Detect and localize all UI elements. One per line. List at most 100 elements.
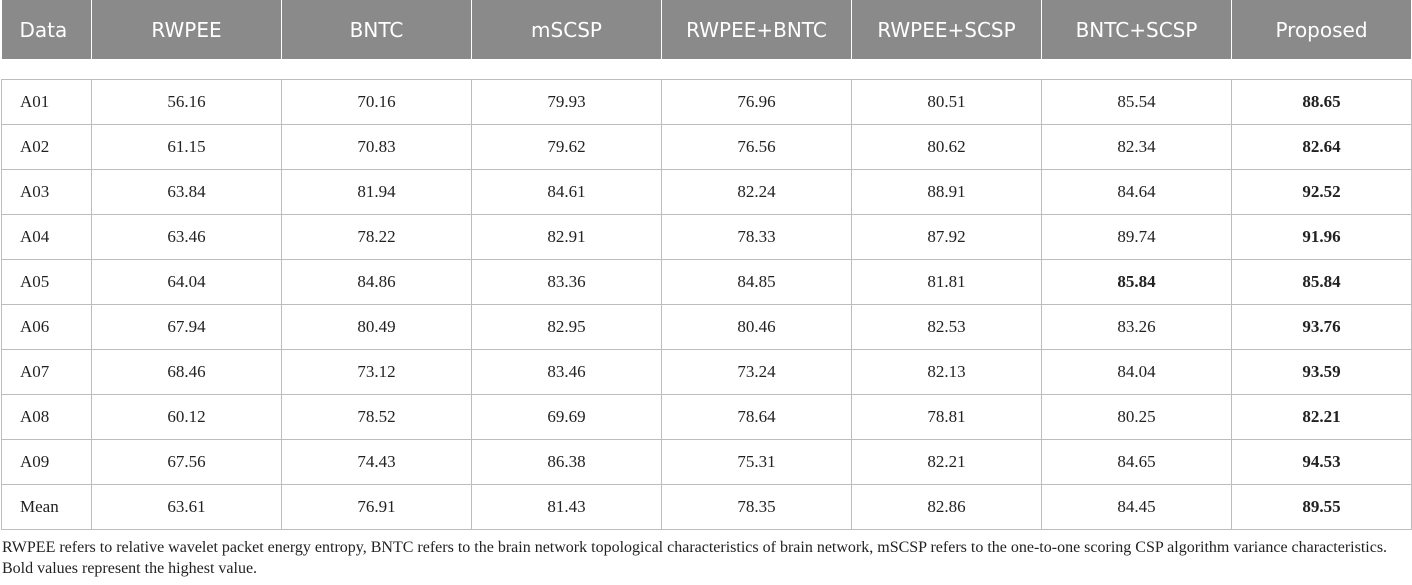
footnote: Bold values represent the highest value. [2,560,258,577]
cell: 73.12 [281,349,472,395]
row-label: A09 [1,439,92,485]
cell: 89.55 [1231,484,1412,530]
cell: 87.92 [851,214,1042,260]
table-row: A06 67.94 80.49 82.95 80.46 82.53 83.26 93.76 [1,304,1412,350]
header-cell: Proposed [1231,0,1412,59]
cell: 88.65 [1231,79,1412,125]
row-label: A07 [1,349,92,395]
table-row: A02 61.15 70.83 79.62 76.56 80.62 82.34 82.64 [1,124,1412,170]
table-row: A07 68.46 73.12 83.46 73.24 82.13 84.04 93.59 [1,349,1412,395]
cell: 60.12 [91,394,282,440]
cell: 85.84 [1231,259,1412,305]
row-label: A04 [1,214,92,260]
cell: 74.43 [281,439,472,485]
cell: 85.54 [1041,79,1232,125]
cell: 76.56 [661,124,852,170]
cell: 56.16 [91,79,282,125]
cell: 82.21 [1231,394,1412,440]
header-cell: BNTC [281,0,472,59]
spacer [2,59,1412,80]
cell: 80.51 [851,79,1042,125]
results-table: Data RWPEE BNTC mSCSP RWPEE+BNTC RWPEE+SCSP BN… [1,0,1412,530]
cell: 83.46 [471,349,662,395]
cell: 70.83 [281,124,472,170]
table-row: A09 67.56 74.43 86.38 75.31 82.21 84.65 94.53 [1,439,1412,485]
cell: 80.25 [1041,394,1232,440]
cell: 70.16 [281,79,472,125]
cell: 81.81 [851,259,1042,305]
cell: 84.61 [471,169,662,215]
cell: 91.96 [1231,214,1412,260]
header-cell: BNTC+SCSP [1041,0,1232,59]
cell: 76.91 [281,484,472,530]
table-row: A01 56.16 70.16 79.93 76.96 80.51 85.54 88.65 [1,79,1412,125]
cell: 82.91 [471,214,662,260]
cell: 82.21 [851,439,1042,485]
cell: 93.59 [1231,349,1412,395]
cell: 80.49 [281,304,472,350]
cell: 84.85 [661,259,852,305]
row-label: A06 [1,304,92,350]
row-label: A08 [1,394,92,440]
header-cell: RWPEE [91,0,282,59]
cell: 67.94 [91,304,282,350]
cell: 92.52 [1231,169,1412,215]
table-header: Data RWPEE BNTC mSCSP RWPEE+BNTC RWPEE+SCSP BN… [1,0,1412,59]
cell: 84.45 [1041,484,1232,530]
cell: 85.84 [1041,259,1232,305]
cell: 82.13 [851,349,1042,395]
cell: 68.46 [91,349,282,395]
footnote: RWPEE refers to relative wavelet packet … [2,539,1388,556]
cell: 84.86 [281,259,472,305]
row-label: A01 [1,79,92,125]
cell: 78.52 [281,394,472,440]
footnotes: RWPEE refers to relative wavelet packet … [0,530,1412,579]
cell: 89.74 [1041,214,1232,260]
cell: 63.84 [91,169,282,215]
cell: 78.22 [281,214,472,260]
header-cell: RWPEE+BNTC [661,0,852,59]
cell: 79.62 [471,124,662,170]
cell: 80.46 [661,304,852,350]
cell: 94.53 [1231,439,1412,485]
header-cell: mSCSP [471,0,662,59]
row-label: A02 [1,124,92,170]
cell: 63.61 [91,484,282,530]
cell: 64.04 [91,259,282,305]
cell: 79.93 [471,79,662,125]
cell: 75.31 [661,439,852,485]
cell: 82.95 [471,304,662,350]
spacer-cell [2,59,1412,80]
cell: 84.64 [1041,169,1232,215]
row-label: A03 [1,169,92,215]
table-row: A03 63.84 81.94 84.61 82.24 88.91 84.64 92.52 [1,169,1412,215]
cell: 78.64 [661,394,852,440]
cell: 83.26 [1041,304,1232,350]
cell: 61.15 [91,124,282,170]
cell: 88.91 [851,169,1042,215]
cell: 78.81 [851,394,1042,440]
cell: 78.33 [661,214,852,260]
row-label: A05 [1,259,92,305]
cell: 82.24 [661,169,852,215]
cell: 84.65 [1041,439,1232,485]
cell: 76.96 [661,79,852,125]
header-cell: RWPEE+SCSP [851,0,1042,59]
cell: 63.46 [91,214,282,260]
table-row: A05 64.04 84.86 83.36 84.85 81.81 85.84 85.84 [1,259,1412,305]
cell: 80.62 [851,124,1042,170]
cell: 78.35 [661,484,852,530]
cell: 86.38 [471,439,662,485]
cell: 93.76 [1231,304,1412,350]
cell: 81.43 [471,484,662,530]
table-row: A08 60.12 78.52 69.69 78.64 78.81 80.25 82.21 [1,394,1412,440]
cell: 81.94 [281,169,472,215]
header-cell: Data [1,0,92,59]
table-row: A04 63.46 78.22 82.91 78.33 87.92 89.74 91.96 [1,214,1412,260]
cell: 82.64 [1231,124,1412,170]
table-body: A01 56.16 70.16 79.93 76.96 80.51 85.54 88.65 A0… [1,59,1412,530]
header-row: Data RWPEE BNTC mSCSP RWPEE+BNTC RWPEE+SCSP BN… [1,0,1412,59]
cell: 82.34 [1041,124,1232,170]
cell: 69.69 [471,394,662,440]
